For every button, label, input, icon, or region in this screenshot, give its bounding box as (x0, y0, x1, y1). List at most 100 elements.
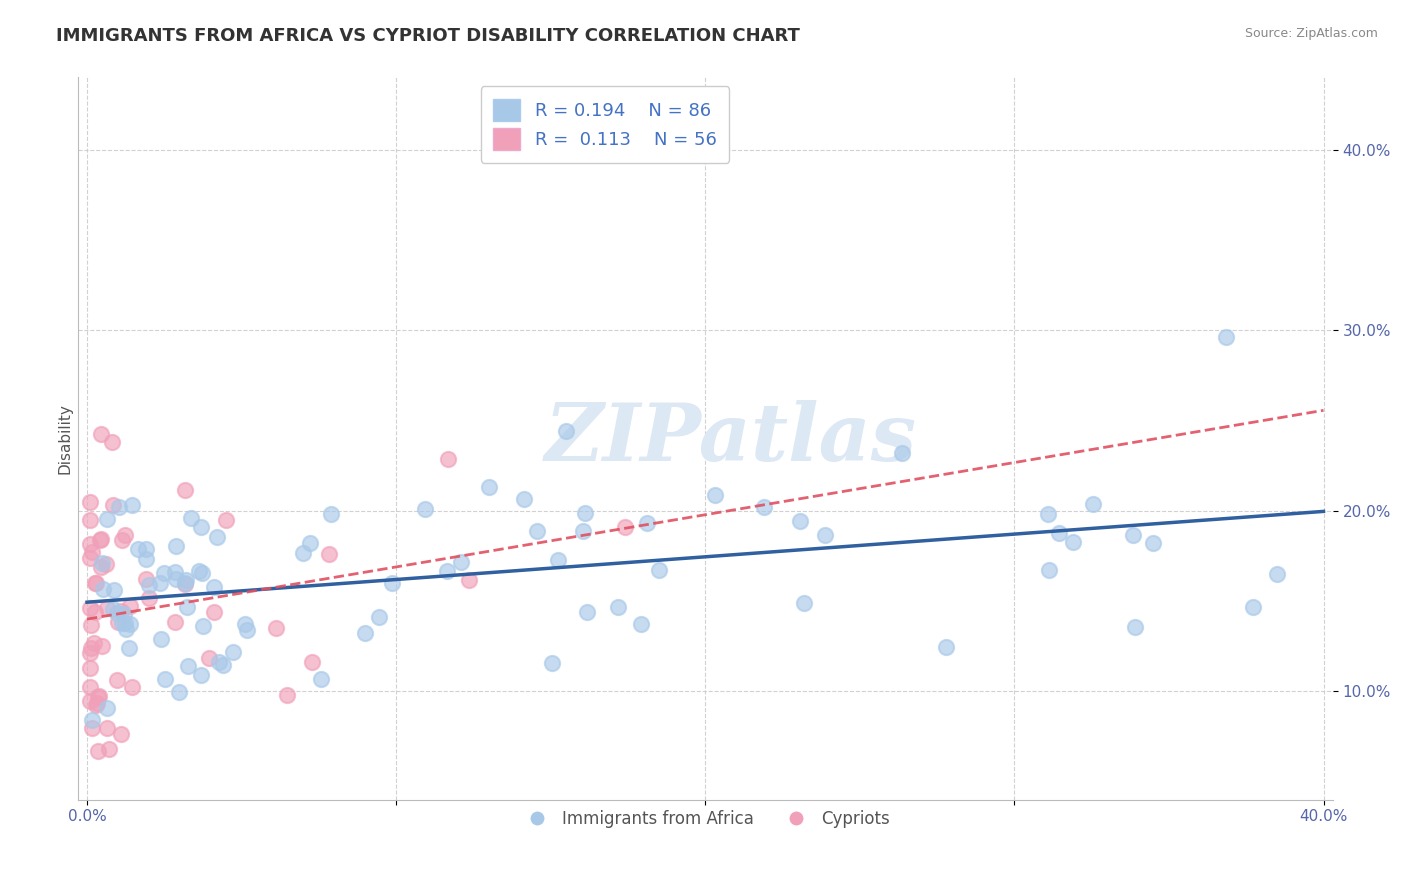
Cypriots (79, 646, 101, 660)
Cypriots (96, 601, 118, 615)
Cypriots (118, 599, 141, 613)
Immigrants from Africa (704, 488, 727, 502)
Immigrants from Africa (1241, 599, 1264, 614)
Immigrants from Africa (96, 700, 118, 714)
Immigrants from Africa (90, 556, 112, 570)
Immigrants from Africa (1038, 563, 1060, 577)
Cypriots (138, 591, 160, 605)
Cypriots (90, 639, 112, 653)
Cypriots (83, 576, 105, 591)
Immigrants from Africa (118, 616, 141, 631)
Immigrants from Africa (80, 713, 103, 727)
Immigrants from Africa (190, 668, 212, 682)
Immigrants from Africa (478, 480, 501, 494)
Immigrants from Africa (212, 658, 235, 673)
Cypriots (110, 604, 132, 618)
Immigrants from Africa (187, 564, 209, 578)
Immigrants from Africa (354, 625, 377, 640)
Immigrants from Africa (135, 551, 157, 566)
Immigrants from Africa (547, 553, 569, 567)
Immigrants from Africa (1047, 526, 1070, 541)
Immigrants from Africa (292, 546, 315, 560)
Immigrants from Africa (555, 424, 578, 438)
Cypriots (79, 661, 101, 675)
Immigrants from Africa (174, 575, 197, 590)
Immigrants from Africa (381, 576, 404, 591)
Immigrants from Africa (190, 519, 212, 533)
Immigrants from Africa (208, 656, 231, 670)
Cypriots (84, 605, 107, 619)
Immigrants from Africa (236, 624, 259, 638)
Immigrants from Africa (630, 616, 652, 631)
Immigrants from Africa (204, 580, 226, 594)
Cypriots (79, 694, 101, 708)
Cypriots (90, 427, 112, 442)
Immigrants from Africa (298, 536, 321, 550)
Cypriots (83, 636, 105, 650)
Cypriots (101, 435, 124, 450)
Cypriots (84, 576, 107, 591)
Immigrants from Africa (319, 508, 342, 522)
Immigrants from Africa (413, 502, 436, 516)
Immigrants from Africa (793, 596, 815, 610)
Cypriots (87, 690, 110, 704)
Immigrants from Africa (935, 640, 957, 654)
Cypriots (110, 726, 132, 740)
Cypriots (114, 528, 136, 542)
Immigrants from Africa (180, 511, 202, 525)
Immigrants from Africa (436, 564, 458, 578)
Cypriots (107, 615, 129, 630)
Immigrants from Africa (1215, 329, 1237, 343)
Immigrants from Africa (149, 575, 172, 590)
Immigrants from Africa (311, 672, 333, 686)
Cypriots (89, 533, 111, 548)
Cypriots (79, 536, 101, 550)
Cypriots (79, 600, 101, 615)
Immigrants from Africa (814, 528, 837, 542)
Immigrants from Africa (636, 516, 658, 530)
Immigrants from Africa (176, 600, 198, 615)
Y-axis label: Disability: Disability (58, 403, 72, 474)
Cypriots (79, 681, 101, 695)
Cypriots (96, 722, 118, 736)
Immigrants from Africa (526, 524, 548, 538)
Immigrants from Africa (606, 599, 628, 614)
Immigrants from Africa (135, 542, 157, 557)
Immigrants from Africa (754, 500, 776, 514)
Cypriots (276, 688, 298, 702)
Immigrants from Africa (127, 542, 149, 557)
Immigrants from Africa (205, 530, 228, 544)
Cypriots (80, 617, 103, 632)
Cypriots (163, 615, 186, 629)
Immigrants from Africa (191, 566, 214, 581)
Immigrants from Africa (174, 574, 197, 588)
Immigrants from Africa (121, 498, 143, 512)
Immigrants from Africa (165, 572, 187, 586)
Cypriots (79, 513, 101, 527)
Immigrants from Africa (1081, 497, 1104, 511)
Immigrants from Africa (1123, 620, 1146, 634)
Immigrants from Africa (103, 582, 125, 597)
Cypriots (202, 605, 225, 619)
Cypriots (121, 680, 143, 694)
Immigrants from Africa (540, 657, 562, 671)
Immigrants from Africa (153, 672, 176, 686)
Immigrants from Africa (149, 632, 172, 647)
Legend: Immigrants from Africa, Cypriots: Immigrants from Africa, Cypriots (515, 803, 897, 835)
Immigrants from Africa (101, 601, 124, 615)
Cypriots (198, 651, 221, 665)
Immigrants from Africa (1062, 534, 1084, 549)
Immigrants from Africa (105, 607, 128, 621)
Immigrants from Africa (648, 562, 671, 576)
Immigrants from Africa (138, 578, 160, 592)
Cypriots (90, 533, 112, 547)
Text: ZIPatlas: ZIPatlas (544, 400, 917, 477)
Cypriots (215, 513, 238, 527)
Immigrants from Africa (571, 524, 593, 538)
Cypriots (84, 698, 107, 713)
Immigrants from Africa (165, 540, 187, 554)
Immigrants from Africa (108, 500, 131, 514)
Immigrants from Africa (191, 618, 214, 632)
Cypriots (111, 533, 134, 547)
Immigrants from Africa (891, 446, 914, 460)
